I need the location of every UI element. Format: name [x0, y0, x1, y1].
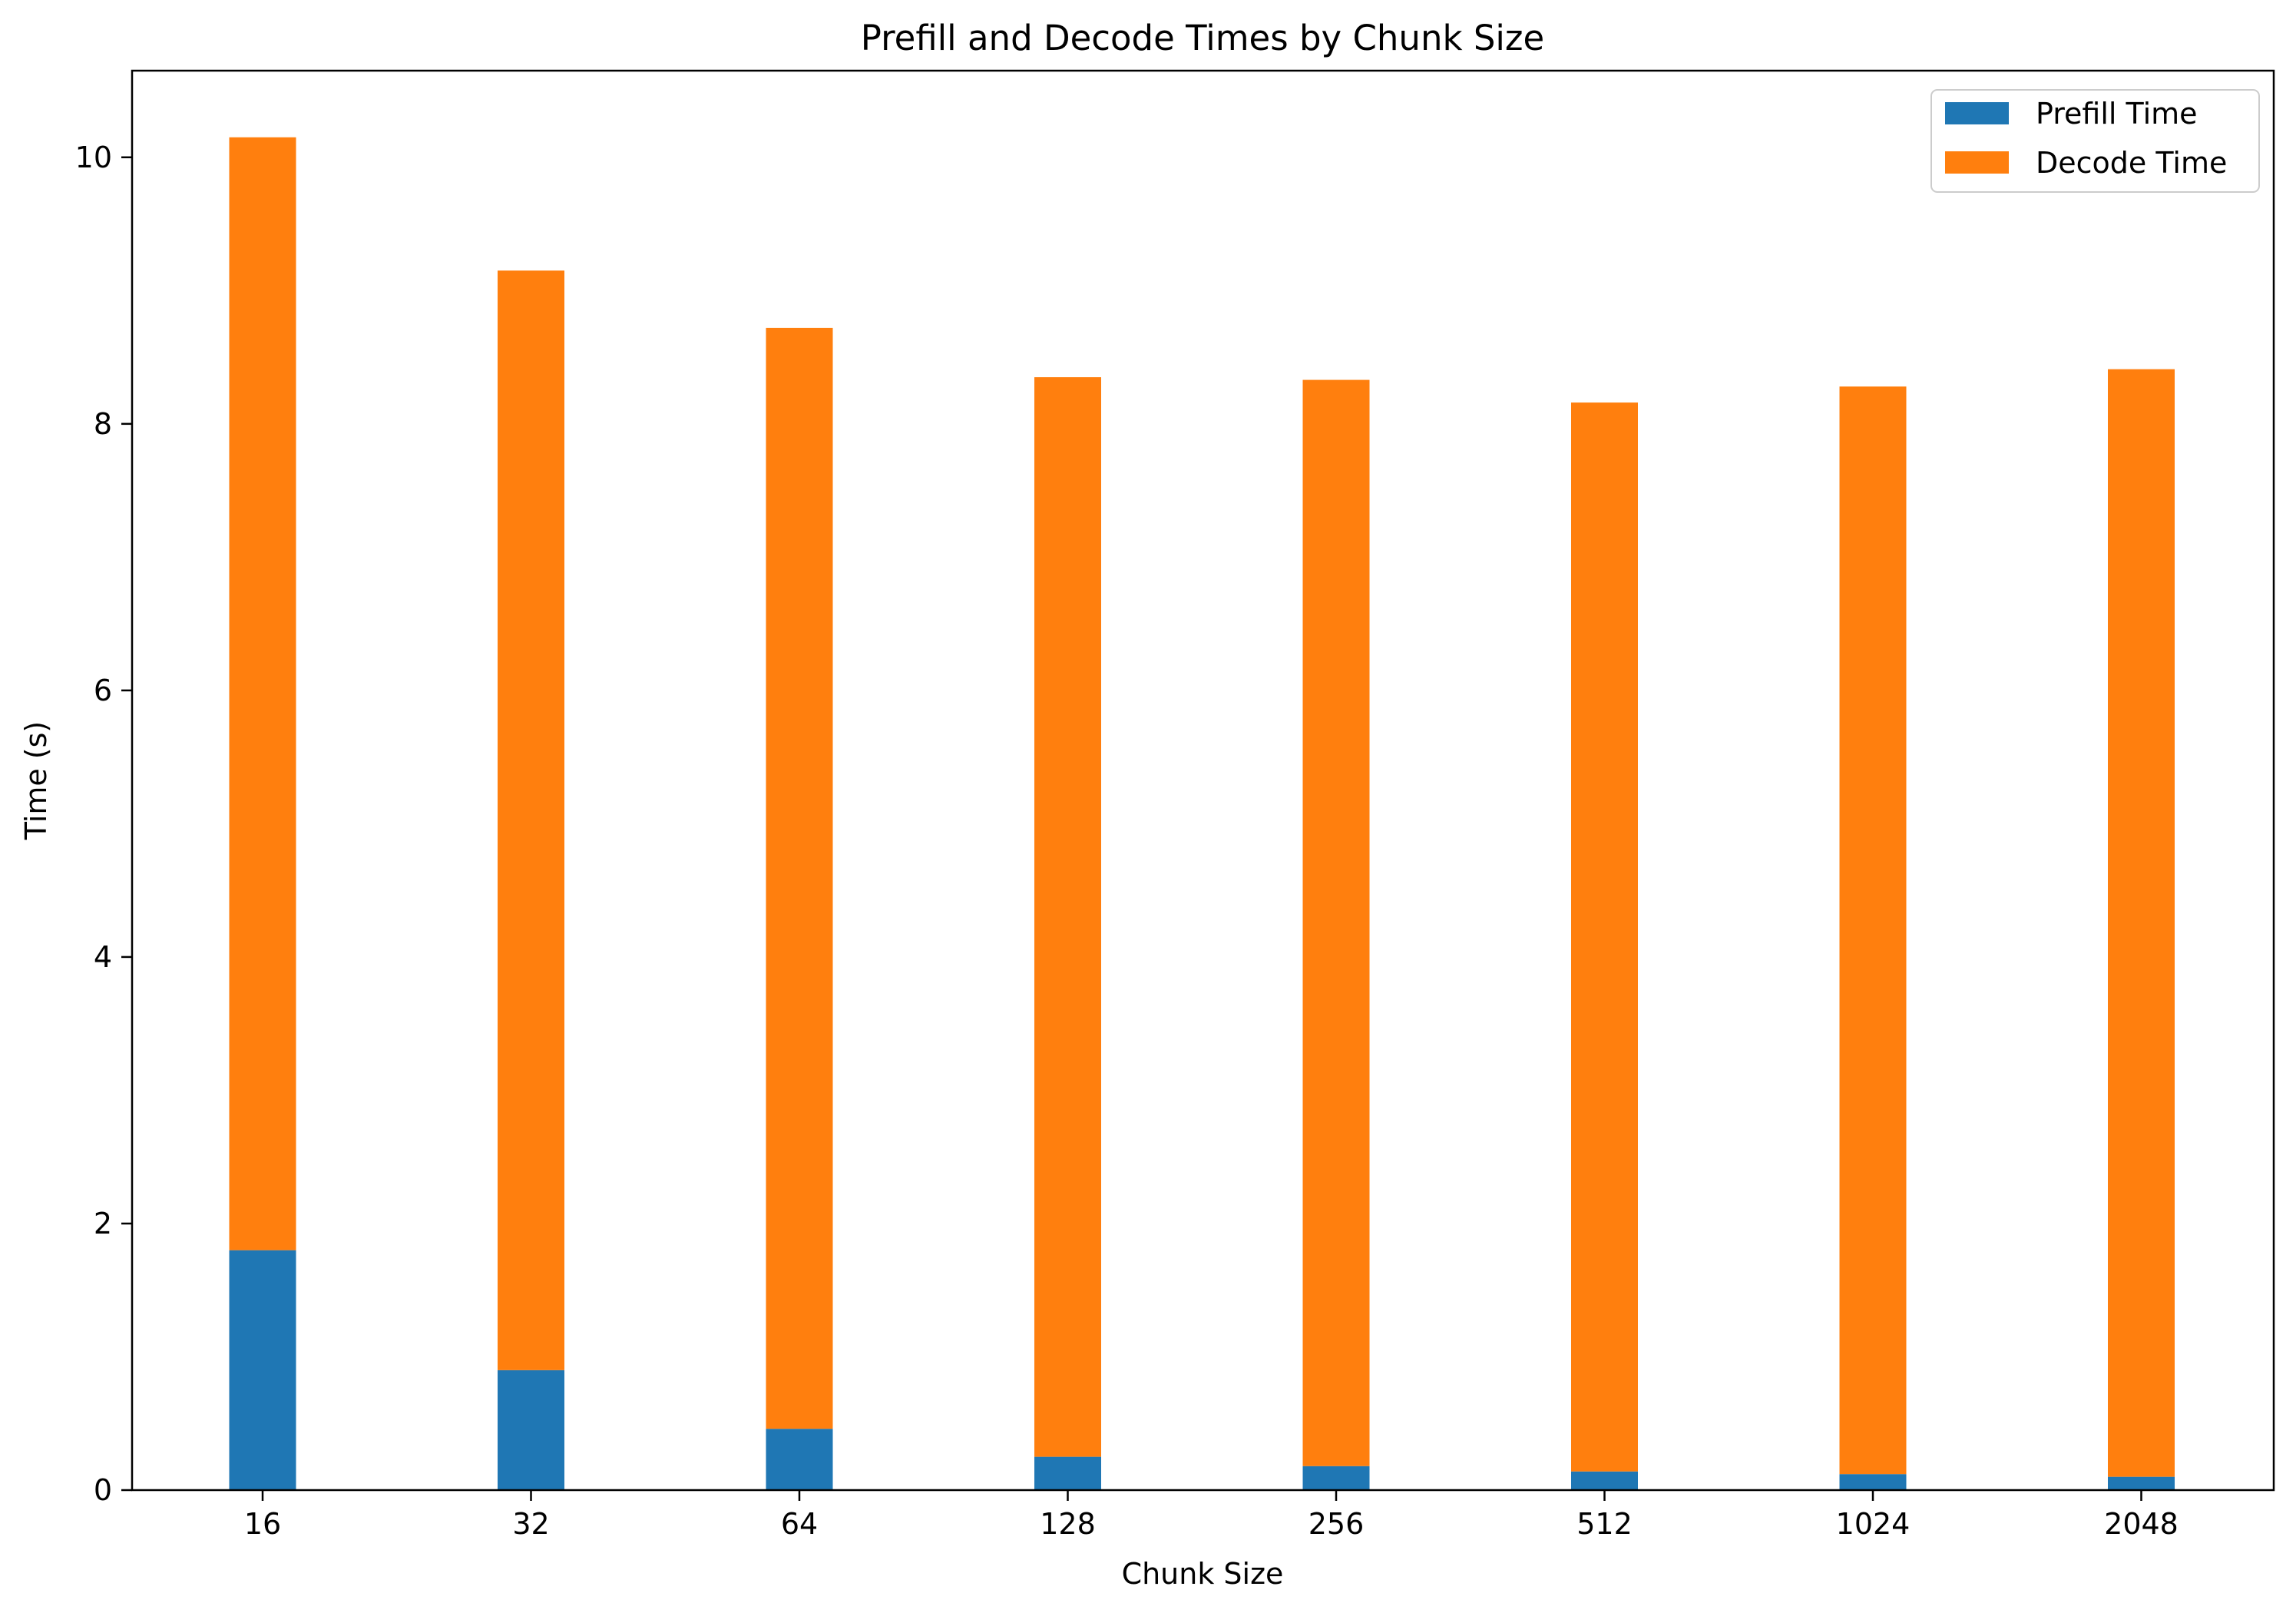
legend-swatch-decode	[1945, 151, 2009, 174]
legend: Prefill Time Decode Time	[1930, 89, 2260, 193]
y-axis: 0 2 4 6 8 10	[75, 141, 132, 1507]
bar-decode-2048	[2108, 369, 2175, 1477]
y-tick-label-0: 0	[94, 1473, 112, 1507]
legend-label-decode: Decode Time	[2036, 146, 2227, 180]
bar-prefill-64	[766, 1429, 833, 1490]
y-axis-label: Time (s)	[19, 721, 53, 841]
x-tick-label-128: 128	[1040, 1507, 1096, 1541]
bar-prefill-32	[498, 1370, 564, 1490]
plot-frame	[131, 69, 2275, 1492]
bar-prefill-16	[229, 1250, 296, 1490]
x-tick-label-256: 256	[1308, 1507, 1365, 1541]
bar-decode-16	[229, 137, 296, 1250]
legend-swatch-prefill	[1945, 102, 2009, 124]
bar-prefill-128	[1034, 1456, 1101, 1490]
x-axis: 16 32 64 128 256 512 1024 2048	[244, 1490, 2179, 1541]
y-tick-label-8: 8	[94, 407, 112, 441]
x-tick-label-2048: 2048	[2104, 1507, 2179, 1541]
bar-decode-128	[1034, 377, 1101, 1457]
x-tick-label-16: 16	[244, 1507, 281, 1541]
legend-box	[1930, 89, 2260, 193]
bar-decode-32	[498, 270, 564, 1370]
y-tick-label-10: 10	[75, 141, 112, 174]
legend-label-prefill: Prefill Time	[2036, 97, 2198, 131]
bar-decode-256	[1302, 379, 1370, 1466]
x-tick-label-1024: 1024	[1836, 1507, 1911, 1541]
x-tick-label-64: 64	[781, 1507, 818, 1541]
bar-decode-512	[1571, 402, 1638, 1472]
chart-title: Prefill and Decode Times by Chunk Size	[861, 18, 1544, 58]
bar-prefill-512	[1571, 1471, 1638, 1490]
x-axis-label: Chunk Size	[1122, 1557, 1284, 1591]
y-tick-label-4: 4	[94, 940, 112, 974]
bar-prefill-2048	[2108, 1476, 2175, 1490]
bar-decode-1024	[1839, 386, 1907, 1475]
bar-prefill-1024	[1839, 1474, 1907, 1490]
x-tick-label-512: 512	[1576, 1507, 1633, 1541]
bar-decode-64	[766, 327, 833, 1429]
y-tick-label-6: 6	[94, 674, 112, 707]
bar-prefill-256	[1302, 1466, 1370, 1490]
bars-group	[229, 137, 2175, 1490]
x-tick-label-32: 32	[512, 1507, 549, 1541]
y-tick-label-2: 2	[94, 1207, 112, 1240]
